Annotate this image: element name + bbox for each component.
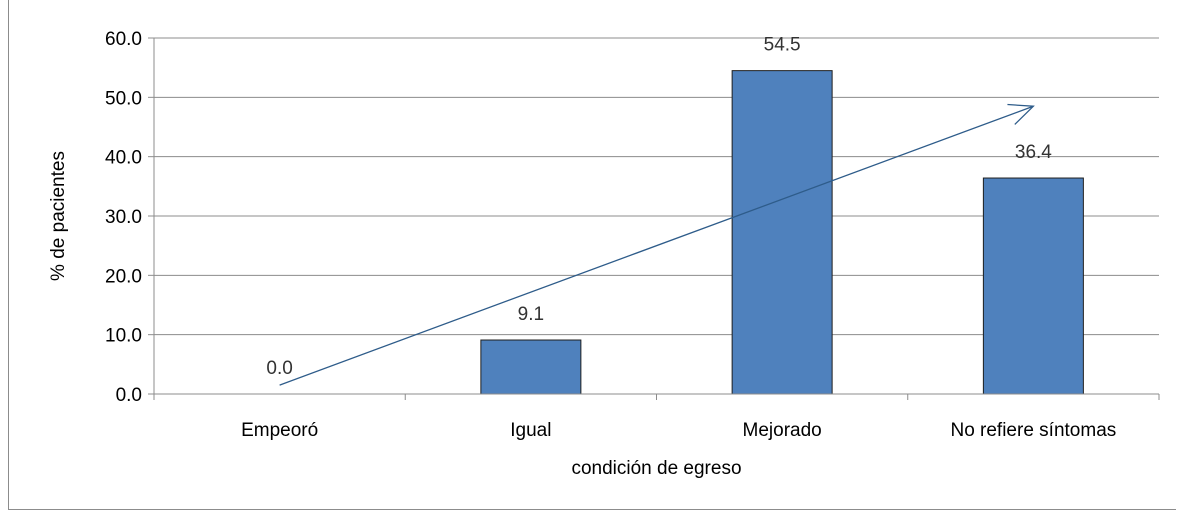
y-axis-ticks: 0.0 10.0 20.0 30.0 40.0 50.0 60.0	[105, 29, 154, 406]
y-axis-title: % de pacientes	[48, 151, 69, 281]
bars	[480, 70, 1084, 395]
y-tick-label: 40.0	[105, 148, 142, 169]
x-tick-label: Mejorado	[743, 420, 822, 441]
bar-chart: 0.0 10.0 20.0 30.0 40.0 50.0 60.0 0.0 9.1 54.5 36…	[48, 29, 1160, 479]
trend-arrow	[279, 103, 1035, 386]
x-tick-label: No refiere síntomas	[950, 420, 1116, 441]
x-tick-label: Igual	[510, 420, 551, 441]
y-tick-label: 50.0	[105, 88, 142, 109]
bar	[731, 70, 833, 395]
data-label: 0.0	[266, 358, 292, 379]
trend-arrow-head	[1007, 103, 1035, 125]
y-tick-label: 10.0	[105, 326, 142, 347]
y-tick-label: 20.0	[105, 266, 142, 287]
x-tick-label: Empeoró	[241, 420, 318, 441]
chart-area: 0.0 10.0 20.0 30.0 40.0 50.0 60.0 0.0 9.1 54.5 36…	[8, 0, 1176, 510]
x-axis-ticks: Empeoró Igual Mejorado No refiere síntomas	[241, 394, 1160, 441]
bar	[480, 339, 582, 395]
y-tick-label: 0.0	[116, 385, 142, 406]
data-label: 36.4	[1015, 142, 1052, 163]
data-label: 9.1	[518, 304, 544, 325]
y-tick-label: 60.0	[105, 29, 142, 50]
y-tick-label: 30.0	[105, 207, 142, 228]
axes	[148, 38, 1159, 400]
trend-arrow-line	[279, 105, 1034, 386]
x-axis-title: condición de egreso	[571, 458, 741, 479]
data-labels: 0.0 9.1 54.5 36.4	[266, 35, 1052, 379]
data-label: 54.5	[764, 35, 801, 56]
bar	[982, 177, 1084, 395]
